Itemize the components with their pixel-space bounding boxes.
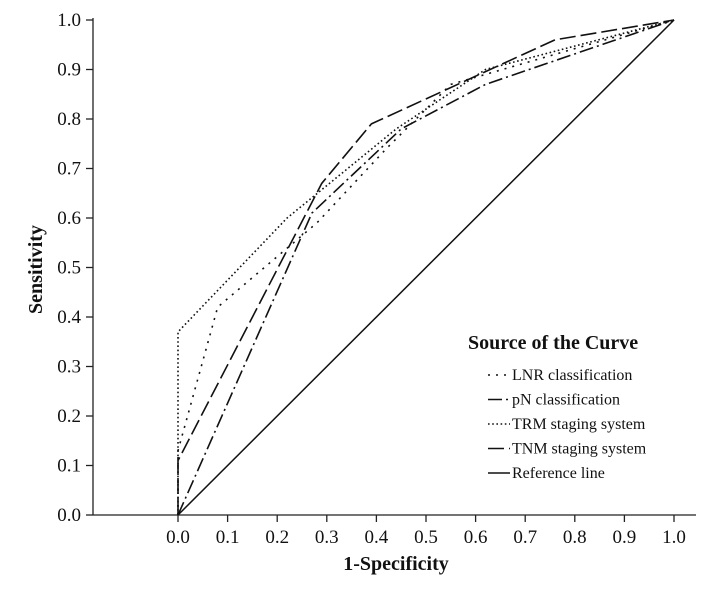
plot-lines [177, 19, 675, 516]
y-tick-label: 0.9 [57, 60, 81, 81]
y-tick-label: 0.7 [57, 159, 81, 180]
series-line-reference-line [177, 19, 675, 516]
legend-label: LNR classification [512, 367, 632, 384]
legend-label: pN classification [512, 392, 620, 409]
x-tick-label: 0.0 [166, 527, 190, 548]
y-tick-label: 0.2 [57, 406, 81, 427]
x-axis-title: 1-Specificity [343, 553, 449, 575]
legend-items: LNR classification pN classification TRM s… [488, 367, 647, 482]
legend-label: Reference line [512, 465, 605, 482]
y-tick-label: 0.8 [57, 109, 81, 130]
x-tick-label: 0.5 [414, 527, 438, 548]
x-tick-label: 0.3 [315, 527, 339, 548]
x-tick-label: 0.4 [365, 527, 389, 548]
y-tick-label: 0.3 [57, 357, 81, 378]
y-tick-label: 0.1 [57, 456, 81, 477]
x-tick-label: 0.7 [513, 527, 537, 548]
legend-title: Source of the Curve [468, 332, 638, 354]
series-line-pn-classification [177, 19, 675, 516]
y-tick-label: 0.5 [57, 258, 81, 279]
y-axis-ticks: 0.0 0.1 0.2 0.3 0.4 0.5 0.6 0.7 0.8 0.9 1.0 [57, 10, 93, 526]
x-tick-label: 1.0 [662, 527, 686, 548]
x-tick-label: 0.6 [464, 527, 488, 548]
y-tick-label: 1.0 [57, 10, 81, 31]
x-tick-label: 0.8 [563, 527, 587, 548]
y-tick-label: 0.4 [57, 307, 81, 328]
series-line-trm-staging-system [177, 19, 675, 515]
x-axis-ticks: 0.0 0.1 0.2 0.3 0.4 0.5 0.6 0.7 0.8 0.9 1.0 [166, 515, 686, 548]
x-tick-label: 0.1 [216, 527, 240, 548]
x-tick-label: 0.2 [265, 527, 289, 548]
x-tick-label: 0.9 [613, 527, 637, 548]
series-line-tnm-staging-system [177, 19, 675, 515]
legend-label: TNM staging system [512, 441, 647, 458]
legend: Source of the Curve LNR classification pN… [468, 332, 647, 482]
y-axis-title: Sensitivity [25, 225, 47, 314]
legend-label: TRM staging system [512, 416, 646, 433]
y-tick-label: 0.6 [57, 208, 81, 229]
axes: 0.0 0.1 0.2 0.3 0.4 0.5 0.6 0.7 0.8 0.9 1.0 0.0 0.1… [57, 10, 696, 548]
y-tick-label: 0.0 [57, 505, 81, 526]
